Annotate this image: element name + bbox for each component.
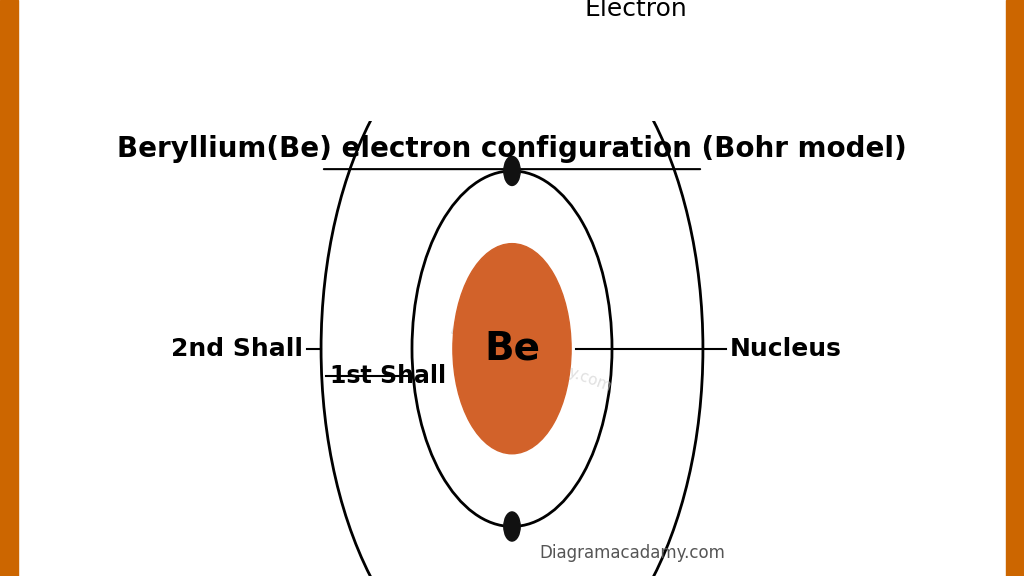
Text: 2nd Shall: 2nd Shall xyxy=(171,337,303,361)
Text: Diagramacadamy.com: Diagramacadamy.com xyxy=(540,544,726,562)
Text: Beryllium(Be) electron configuration (Bohr model): Beryllium(Be) electron configuration (Bo… xyxy=(117,135,907,163)
Text: Electron: Electron xyxy=(585,0,687,21)
Ellipse shape xyxy=(504,0,520,24)
Ellipse shape xyxy=(453,244,571,454)
Text: Nucleus: Nucleus xyxy=(730,337,842,361)
Text: 1st Shall: 1st Shall xyxy=(330,364,446,388)
Ellipse shape xyxy=(504,156,520,185)
Text: Be: Be xyxy=(484,329,540,367)
Ellipse shape xyxy=(504,512,520,541)
Text: Diagramacadamy.com: Diagramacadamy.com xyxy=(447,321,613,394)
